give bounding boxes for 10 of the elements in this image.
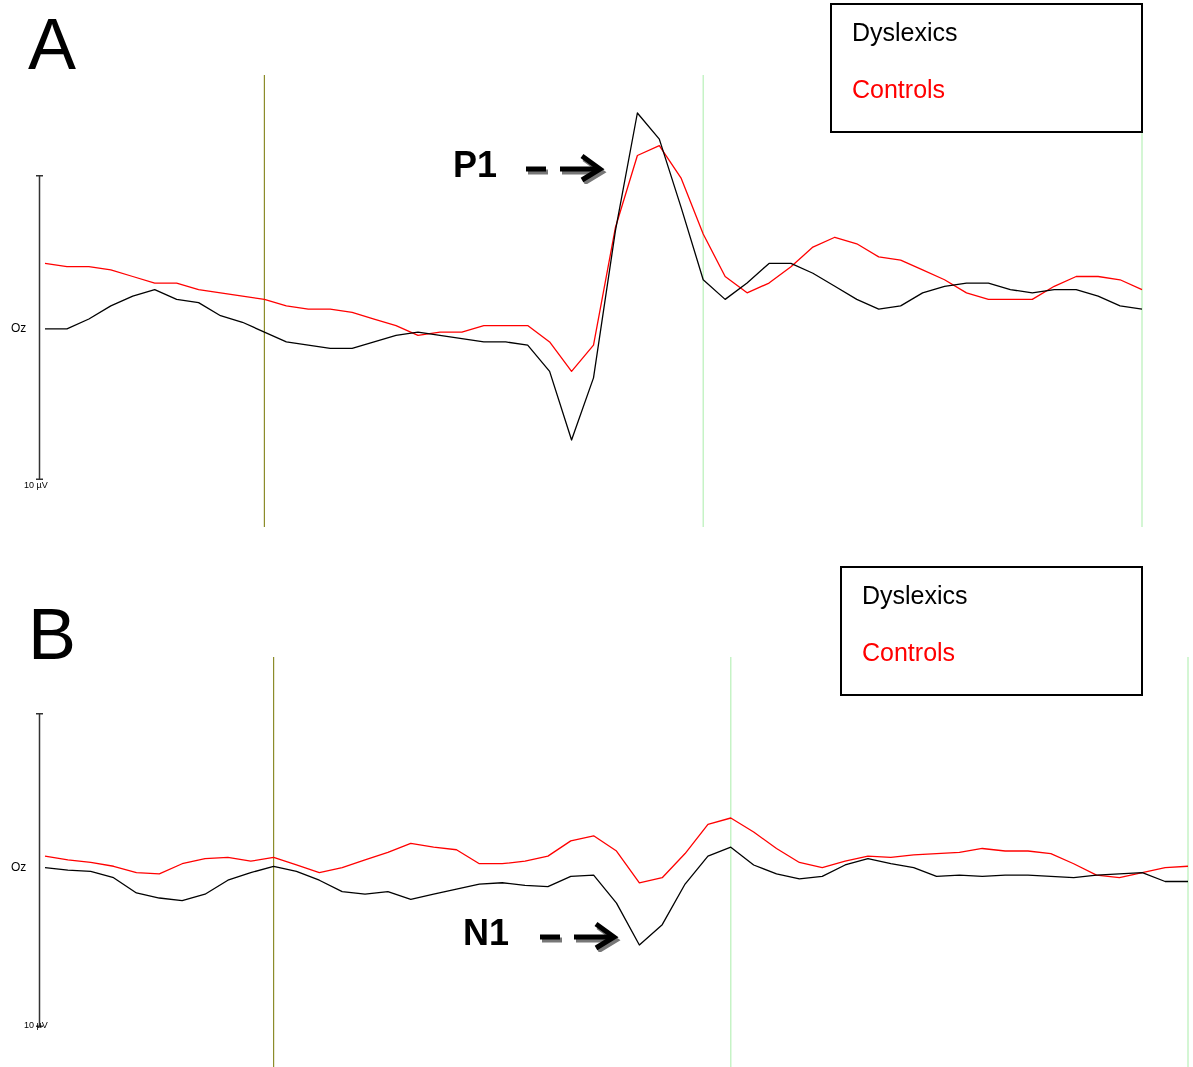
annotation: N1 — [463, 912, 510, 953]
chart-title: B — [28, 594, 77, 674]
chart-title: A — [28, 4, 77, 84]
text: 10 µV — [24, 480, 48, 490]
name-frame: Dyslexics Controls — [840, 566, 1143, 696]
text: Oz — [11, 860, 27, 874]
text: Oz — [11, 321, 27, 335]
name-frame: Dyslexics Controls — [830, 3, 1143, 133]
text: 10 µV — [24, 1020, 48, 1030]
annotation: P1 — [453, 144, 498, 185]
